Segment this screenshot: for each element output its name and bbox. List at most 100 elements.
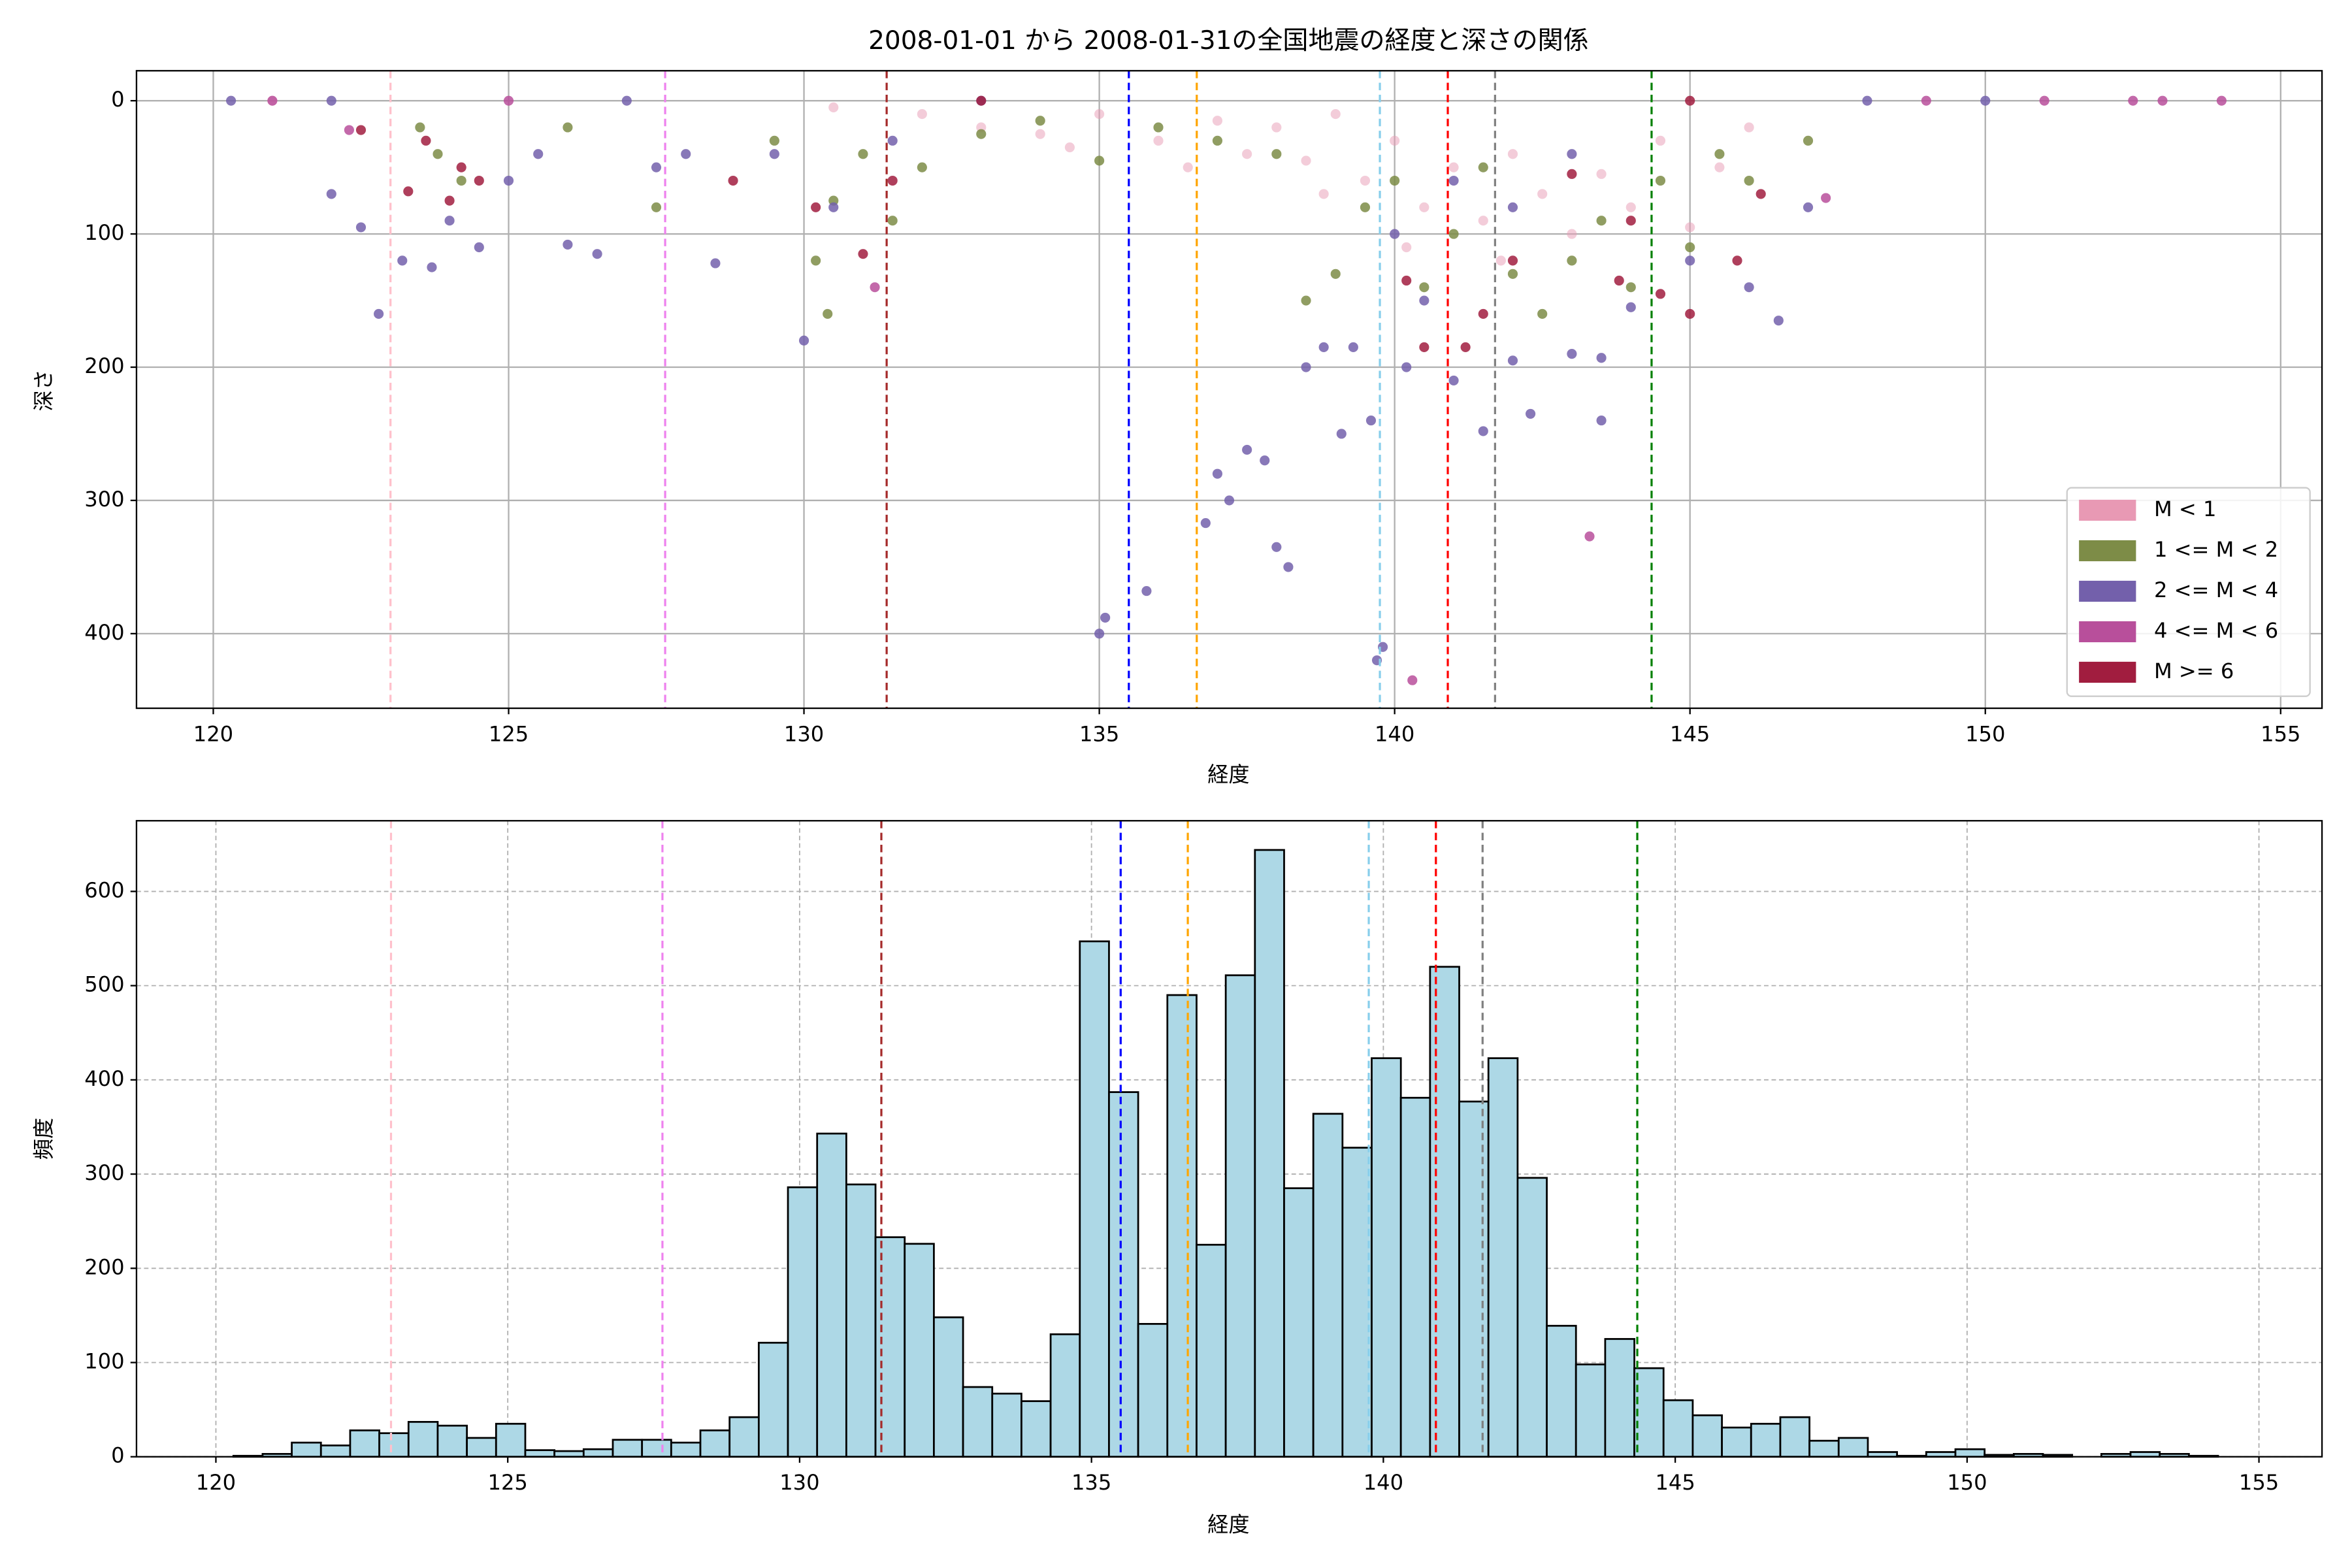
point xyxy=(1330,108,1341,120)
bar xyxy=(641,1439,672,1458)
point xyxy=(456,175,466,186)
point xyxy=(1685,222,1695,233)
bar xyxy=(1546,1324,1577,1458)
point xyxy=(870,282,880,293)
y-tick-label: 500 xyxy=(84,972,124,997)
point xyxy=(1212,468,1222,479)
point xyxy=(1756,189,1766,199)
point xyxy=(828,102,839,112)
point xyxy=(1685,308,1695,319)
chart-title: 2008-01-01 から 2008-01-31の全国地震の経度と深さの関係 xyxy=(868,26,1589,56)
point xyxy=(976,95,987,106)
bar xyxy=(436,1424,468,1458)
bar xyxy=(349,1429,380,1458)
bar xyxy=(962,1386,994,1458)
point xyxy=(1478,308,1488,319)
point xyxy=(1360,202,1371,212)
x-tick-label: 125 xyxy=(489,721,529,746)
point xyxy=(1200,518,1211,529)
point xyxy=(403,186,414,197)
point xyxy=(415,122,425,133)
bar xyxy=(1079,940,1110,1458)
y-axis-label: 深さ xyxy=(31,369,56,411)
point xyxy=(1242,444,1252,455)
point xyxy=(1625,202,1636,212)
point xyxy=(1460,342,1471,353)
point xyxy=(427,262,437,272)
bar xyxy=(1954,1448,1986,1458)
point xyxy=(887,135,898,146)
point xyxy=(1094,629,1105,639)
point xyxy=(2128,95,2138,106)
point xyxy=(1596,353,1607,363)
y-tick-label: 300 xyxy=(84,1160,124,1185)
point xyxy=(474,242,484,253)
bar xyxy=(1429,966,1460,1458)
point xyxy=(1318,189,1329,199)
y-axis-label: 頻度 xyxy=(31,1118,56,1160)
point xyxy=(1614,275,1624,286)
point xyxy=(1478,216,1488,226)
point xyxy=(1064,142,1075,153)
legend-label: M < 1 xyxy=(2154,497,2217,521)
point xyxy=(344,125,354,135)
point xyxy=(798,335,809,346)
point xyxy=(1655,289,1666,299)
point xyxy=(651,162,662,172)
y-tick-label: 400 xyxy=(84,1066,124,1091)
point xyxy=(651,202,662,212)
point xyxy=(621,95,632,106)
point xyxy=(1507,355,1518,366)
bar xyxy=(1312,1113,1344,1458)
point xyxy=(1567,149,1577,159)
point xyxy=(887,216,898,226)
point xyxy=(1336,429,1347,439)
point xyxy=(1685,95,1695,106)
bar xyxy=(553,1450,585,1458)
plot-border xyxy=(135,820,2323,1458)
point xyxy=(326,95,336,106)
bar xyxy=(1779,1416,1810,1458)
point xyxy=(1655,175,1666,186)
x-tick-label: 120 xyxy=(196,1470,236,1495)
legend-swatch xyxy=(2079,580,2136,602)
point xyxy=(858,149,868,159)
point xyxy=(2039,95,2050,106)
point xyxy=(1301,295,1311,306)
bar xyxy=(699,1429,731,1458)
point xyxy=(1596,416,1607,426)
x-tick-label: 125 xyxy=(488,1470,528,1495)
point xyxy=(1773,316,1784,326)
legend-label: M >= 6 xyxy=(2154,659,2234,683)
bar xyxy=(816,1132,847,1458)
point xyxy=(563,239,573,250)
point xyxy=(1330,269,1341,279)
point xyxy=(1862,95,1872,106)
x-tick-label: 135 xyxy=(1079,721,1119,746)
legend-label: 2 <= M < 4 xyxy=(2154,578,2278,602)
point xyxy=(1035,116,1045,126)
bar xyxy=(582,1448,614,1458)
y-tick-label: 200 xyxy=(84,353,124,378)
point xyxy=(1625,302,1636,312)
bar xyxy=(1837,1437,1869,1458)
point xyxy=(1625,216,1636,226)
point xyxy=(1507,269,1518,279)
bar xyxy=(757,1341,789,1458)
point xyxy=(1744,122,1754,133)
point xyxy=(1655,135,1666,146)
point xyxy=(397,255,408,266)
bar xyxy=(991,1392,1022,1458)
legend-swatch xyxy=(2079,621,2136,643)
point xyxy=(1360,175,1371,186)
x-axis-label: 経度 xyxy=(1207,762,1249,787)
point xyxy=(1141,586,1152,596)
point xyxy=(1803,202,1814,212)
point xyxy=(1803,135,1814,146)
y-tick-label: 100 xyxy=(84,1349,124,1374)
point xyxy=(2216,95,2227,106)
point xyxy=(1744,175,1754,186)
bar xyxy=(1633,1367,1665,1458)
point xyxy=(1495,255,1506,266)
